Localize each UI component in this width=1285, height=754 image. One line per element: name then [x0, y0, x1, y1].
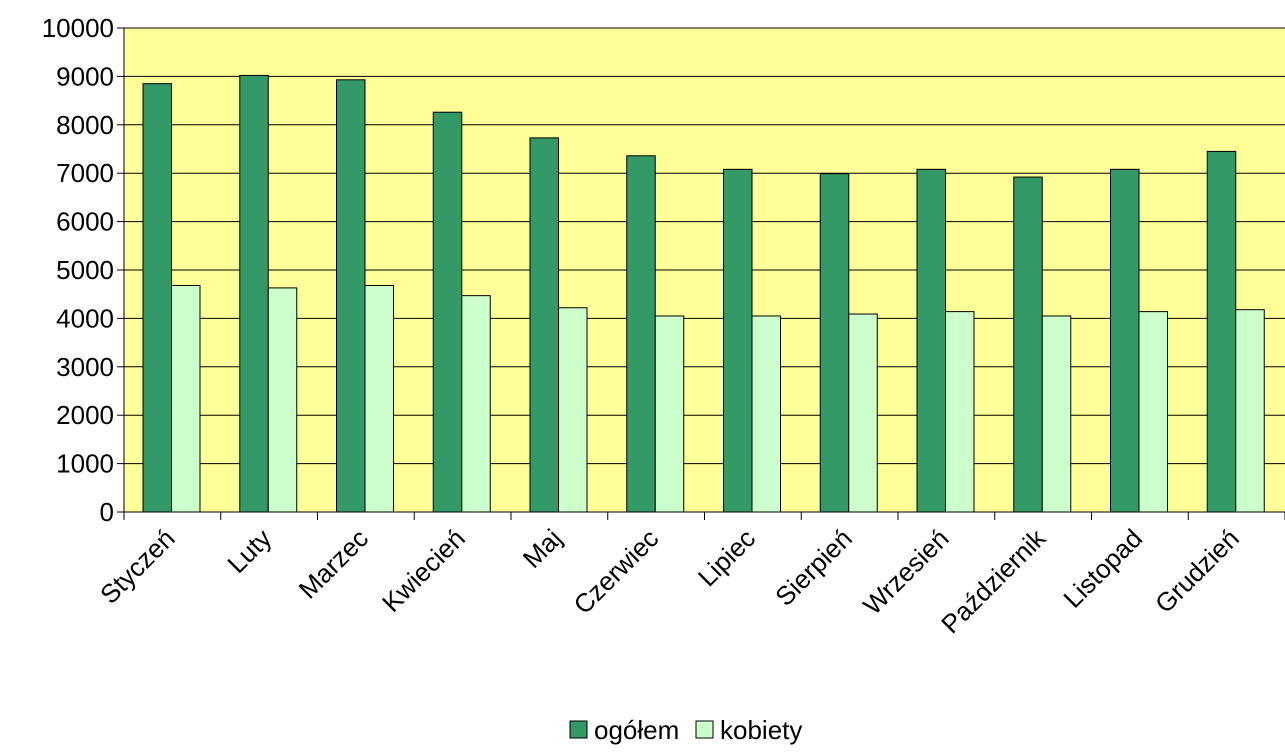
bar-kobiety: [751, 315, 781, 513]
bar-kobiety: [267, 287, 298, 513]
y-tick-label: 8000: [56, 110, 114, 140]
bar-kobiety: [848, 313, 878, 513]
legend-swatch-kobiety: [695, 720, 714, 739]
y-tick-label: 2000: [56, 400, 114, 430]
y-tick-labels: 0 1000 2000 3000 4000 5000 6000 7000 8000 9000 100…: [42, 13, 114, 527]
x-tick-label: Styczeń: [94, 523, 181, 610]
y-tick-label: 4000: [56, 303, 114, 333]
x-tick-labels: Styczeń Luty Marzec Kwiecień Maj Czerwiec Lipi…: [94, 522, 1245, 639]
bar-kobiety: [654, 315, 685, 513]
bar-ogolem: [916, 168, 946, 513]
x-tick-label: Kwiecień: [376, 523, 471, 618]
bar-ogolem: [819, 173, 850, 513]
bars: [142, 74, 1265, 513]
x-tick-label: Listopad: [1057, 523, 1148, 614]
x-tick-label: Maj: [517, 523, 568, 574]
bar-kobiety: [945, 311, 975, 513]
bar-ogolem: [626, 155, 656, 513]
bar-kobiety: [171, 284, 201, 513]
bar-kobiety: [461, 295, 491, 513]
bar-ogolem: [1206, 150, 1237, 513]
x-tick-label: Grudzień: [1149, 523, 1245, 619]
x-tick-label: Wrzesień: [857, 523, 955, 621]
bar-ogolem: [432, 111, 463, 513]
x-tick-label: Luty: [221, 523, 277, 579]
x-tick-label: Październik: [935, 522, 1052, 639]
y-tick-label: 9000: [56, 61, 114, 91]
y-tick-label: 1000: [56, 449, 114, 479]
bar-ogolem: [723, 168, 753, 513]
x-tick-label: Lipiec: [692, 523, 761, 592]
bar-kobiety: [364, 284, 394, 513]
legend: ogółem kobiety: [569, 715, 802, 745]
legend-label-ogolem: ogółem: [594, 715, 679, 745]
bar-ogolem: [239, 74, 269, 513]
y-tick-label: 7000: [56, 158, 114, 188]
x-tick-label: Czerwiec: [568, 523, 665, 620]
bar-ogolem: [529, 137, 559, 513]
x-tick-label: Marzec: [293, 523, 374, 604]
bar-ogolem: [1110, 168, 1140, 513]
y-tick-label: 0: [100, 497, 114, 527]
y-tick-label: 10000: [42, 13, 114, 43]
bar-kobiety: [1041, 315, 1072, 513]
bar-ogolem: [142, 83, 172, 513]
bar-kobiety: [1235, 309, 1265, 513]
gridlines: [124, 27, 1285, 465]
legend-label-kobiety: kobiety: [720, 715, 802, 745]
bar-kobiety: [558, 307, 588, 513]
x-tick-label: Sierpień: [769, 523, 858, 612]
bar-ogolem: [336, 79, 366, 513]
y-tick-label: 3000: [56, 352, 114, 382]
bar-kobiety: [1138, 311, 1168, 513]
y-tick-label: 5000: [56, 255, 114, 285]
legend-swatch-ogolem: [569, 720, 588, 739]
y-tick-label: 6000: [56, 207, 114, 237]
axes: [117, 27, 1285, 520]
bar-ogolem: [1013, 176, 1043, 513]
